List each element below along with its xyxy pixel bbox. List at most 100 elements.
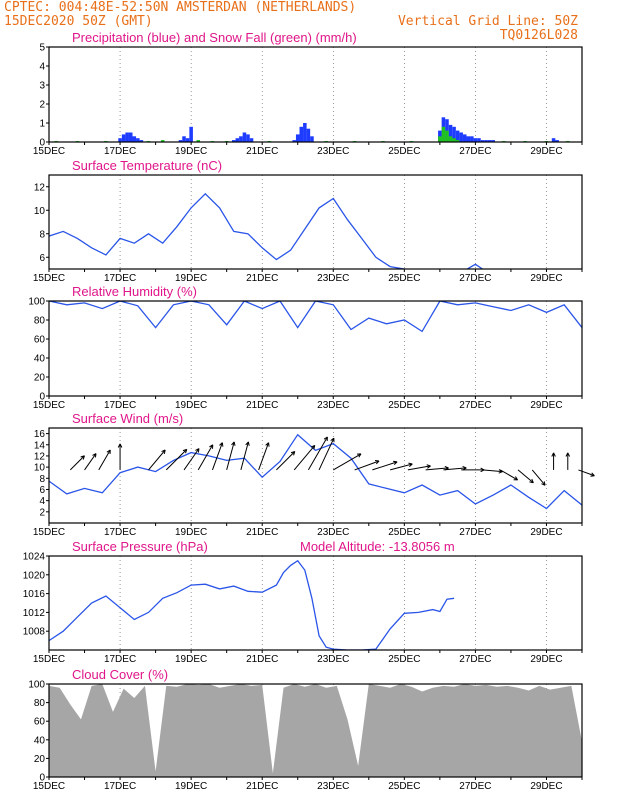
cloud-xtick-label: 21DEC bbox=[246, 781, 278, 792]
precip-precip-bar bbox=[235, 138, 240, 142]
wind-arrow bbox=[69, 455, 85, 471]
precip-ytick-label: 5 bbox=[39, 43, 45, 54]
temp-panel: Surface Temperature (nC) 6 8 10 12 15DEC 17DEC… bbox=[33, 158, 583, 284]
precip-precip-bar bbox=[470, 136, 474, 142]
rh-ytick-label: 80 bbox=[34, 316, 46, 327]
wind-arrow-head bbox=[231, 441, 236, 446]
wind-arrow-head bbox=[374, 460, 380, 465]
wind-line bbox=[49, 433, 582, 510]
precip-xtick-label: 19DEC bbox=[175, 146, 207, 157]
precip-precip-bar bbox=[132, 136, 137, 142]
wind-frame bbox=[48, 427, 583, 524]
cloud-xtick-label: 29DEC bbox=[530, 781, 562, 792]
cloud-title: Cloud Cover (%) bbox=[72, 667, 168, 682]
precip-precip-bar bbox=[487, 140, 492, 142]
wind-arrow bbox=[443, 467, 467, 471]
precip-snow-bar bbox=[452, 138, 456, 142]
precip-precip-bar bbox=[178, 140, 183, 142]
precip-title: Precipitation (blue) and Snow Fall (gree… bbox=[72, 30, 357, 45]
wind-arrow-head bbox=[323, 436, 328, 442]
wind-arrow-head bbox=[195, 448, 200, 453]
rh-ytick-label: 100 bbox=[28, 297, 45, 308]
cloud-ytick-label: 60 bbox=[34, 717, 46, 728]
cloud-ytick-label: 0 bbox=[39, 773, 45, 784]
wind-arrow bbox=[240, 441, 249, 471]
wind-arrow-head bbox=[393, 460, 398, 466]
wind-arrow bbox=[354, 460, 380, 471]
precip-precip-bar bbox=[452, 126, 456, 142]
wind-arrow-head bbox=[117, 443, 123, 448]
wind-arrow-head bbox=[590, 472, 595, 477]
precip-precip-bar bbox=[555, 140, 559, 142]
wind-arrow bbox=[197, 444, 214, 471]
rh-xtick-label: 29DEC bbox=[530, 400, 562, 411]
wind-arrow bbox=[482, 469, 503, 473]
pressure-ytick-label: 1012 bbox=[23, 608, 46, 619]
rh-xtick-label: 27DEC bbox=[459, 400, 491, 411]
temp-xtick-label: 23DEC bbox=[317, 273, 349, 284]
wind-arrow bbox=[148, 449, 166, 471]
precip-precip-bar bbox=[189, 126, 193, 142]
wind-ytick-label: 16 bbox=[34, 429, 46, 440]
precip-precip-bar bbox=[246, 134, 250, 142]
wind-arrow bbox=[531, 469, 546, 486]
temp-ytick-label: 6 bbox=[39, 253, 45, 264]
wind-arrow-head bbox=[106, 449, 111, 455]
wind-xtick-label: 15DEC bbox=[33, 527, 65, 538]
precip-xtick-label: 17DEC bbox=[104, 146, 136, 157]
precip-xtick-label: 15DEC bbox=[33, 146, 65, 157]
rh-xtick-label: 15DEC bbox=[33, 400, 65, 411]
pressure-note: Model Altitude: -13.8056 m bbox=[300, 539, 455, 554]
wind-arrow-head bbox=[513, 476, 519, 481]
cloud-xtick-label: 19DEC bbox=[175, 781, 207, 792]
pressure-ytick-label: 1008 bbox=[23, 627, 46, 638]
wind-arrow-head bbox=[219, 442, 224, 447]
wind-xtick-label: 29DEC bbox=[530, 527, 562, 538]
cloud-panel: Cloud Cover (%) 0 20 40 60 80 100 15DEC 17DEC 19D… bbox=[28, 667, 583, 792]
precip-xtick-label: 27DEC bbox=[459, 146, 491, 157]
precip-precip-bar bbox=[136, 138, 140, 142]
wind-title: Surface Wind (m/s) bbox=[72, 411, 183, 426]
pressure-xtick-label: 19DEC bbox=[175, 654, 207, 665]
pressure-title: Surface Pressure (hPa) bbox=[72, 539, 208, 554]
wind-xtick-label: 21DEC bbox=[246, 527, 278, 538]
wind-arrow bbox=[372, 461, 398, 471]
wind-arrow-head bbox=[565, 452, 571, 457]
wind-arrow-head bbox=[265, 442, 270, 447]
rh-xtick-label: 23DEC bbox=[317, 400, 349, 411]
wind-arrow-head bbox=[92, 453, 97, 458]
precip-precip-bar bbox=[231, 140, 236, 142]
wind-arrow bbox=[500, 469, 518, 481]
precip-precip-bar bbox=[480, 140, 485, 142]
wind-arrow-head bbox=[80, 455, 85, 460]
precip-precip-bar bbox=[239, 136, 243, 142]
pressure-ytick-label: 1024 bbox=[23, 552, 46, 563]
rh-ytick-label: 0 bbox=[39, 392, 45, 403]
precip-precip-bar bbox=[249, 138, 254, 142]
precip-precip-bar bbox=[551, 138, 556, 142]
precip-precip-bar bbox=[459, 132, 463, 142]
temp-ytick-label: 12 bbox=[34, 182, 46, 193]
rh-xtick-label: 17DEC bbox=[104, 400, 136, 411]
wind-arrow-head bbox=[245, 441, 250, 446]
cloud-xtick-label: 25DEC bbox=[388, 781, 420, 792]
precip-precip-bar bbox=[128, 132, 133, 142]
temp-xtick-label: 21DEC bbox=[246, 273, 278, 284]
wind-arrow bbox=[578, 469, 595, 477]
wind-arrow-head bbox=[541, 481, 546, 486]
wind-arrow bbox=[165, 449, 188, 471]
precip-snow-bar bbox=[448, 136, 453, 142]
rh-ytick-label: 60 bbox=[34, 335, 46, 346]
precip-ytick-label: 2 bbox=[39, 100, 45, 111]
wind-arrow bbox=[258, 442, 270, 471]
precip-precip-bar bbox=[185, 138, 190, 142]
temp-title: Surface Temperature (nC) bbox=[72, 158, 222, 173]
pressure-xtick-label: 21DEC bbox=[246, 654, 278, 665]
precip-precip-bar bbox=[491, 140, 495, 142]
precip-precip-bar bbox=[466, 136, 471, 142]
precip-precip-bar bbox=[139, 140, 144, 142]
temp-line bbox=[49, 192, 483, 269]
wind-arrow bbox=[333, 453, 362, 471]
temp-frame bbox=[48, 174, 583, 270]
